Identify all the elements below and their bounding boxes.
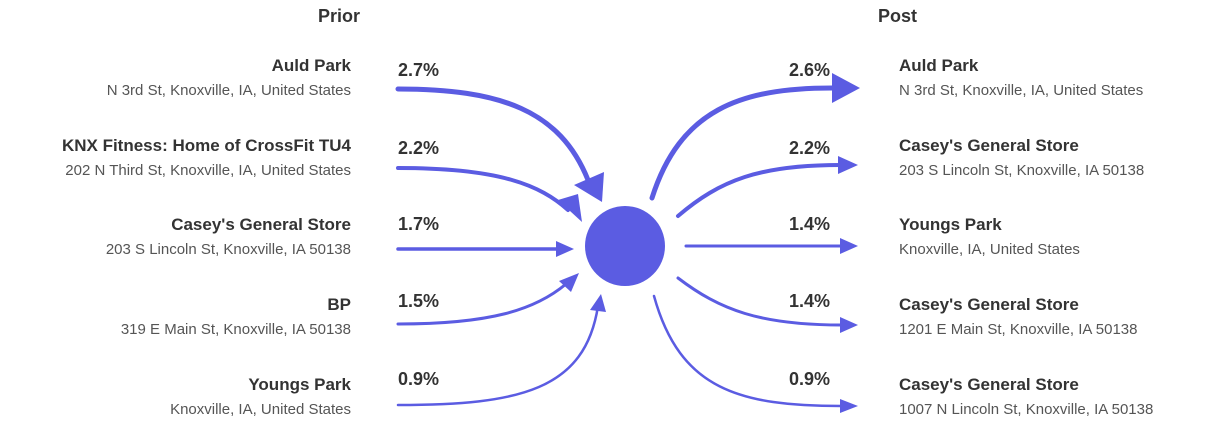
post-arrowhead-1: [832, 73, 860, 103]
prior-arrowhead-4: [559, 273, 579, 292]
post-flow-1: [652, 88, 832, 198]
center-node: [585, 206, 665, 286]
post-flow-5: [654, 296, 842, 406]
post-arrowhead-2: [838, 156, 858, 174]
post-flow-2: [678, 165, 840, 216]
prior-arrowhead-5: [590, 294, 606, 312]
post-arrowhead-4: [840, 317, 858, 333]
prior-arrowhead-2: [558, 194, 582, 222]
post-flow-4: [678, 278, 842, 325]
prior-flow-1: [398, 89, 588, 180]
prior-flow-4: [398, 284, 566, 324]
prior-flow-5: [398, 306, 598, 405]
prior-arrowhead-3: [556, 241, 574, 257]
post-arrowhead-5: [840, 399, 858, 413]
prior-flow-2: [398, 168, 568, 210]
post-arrowhead-3: [840, 238, 858, 254]
